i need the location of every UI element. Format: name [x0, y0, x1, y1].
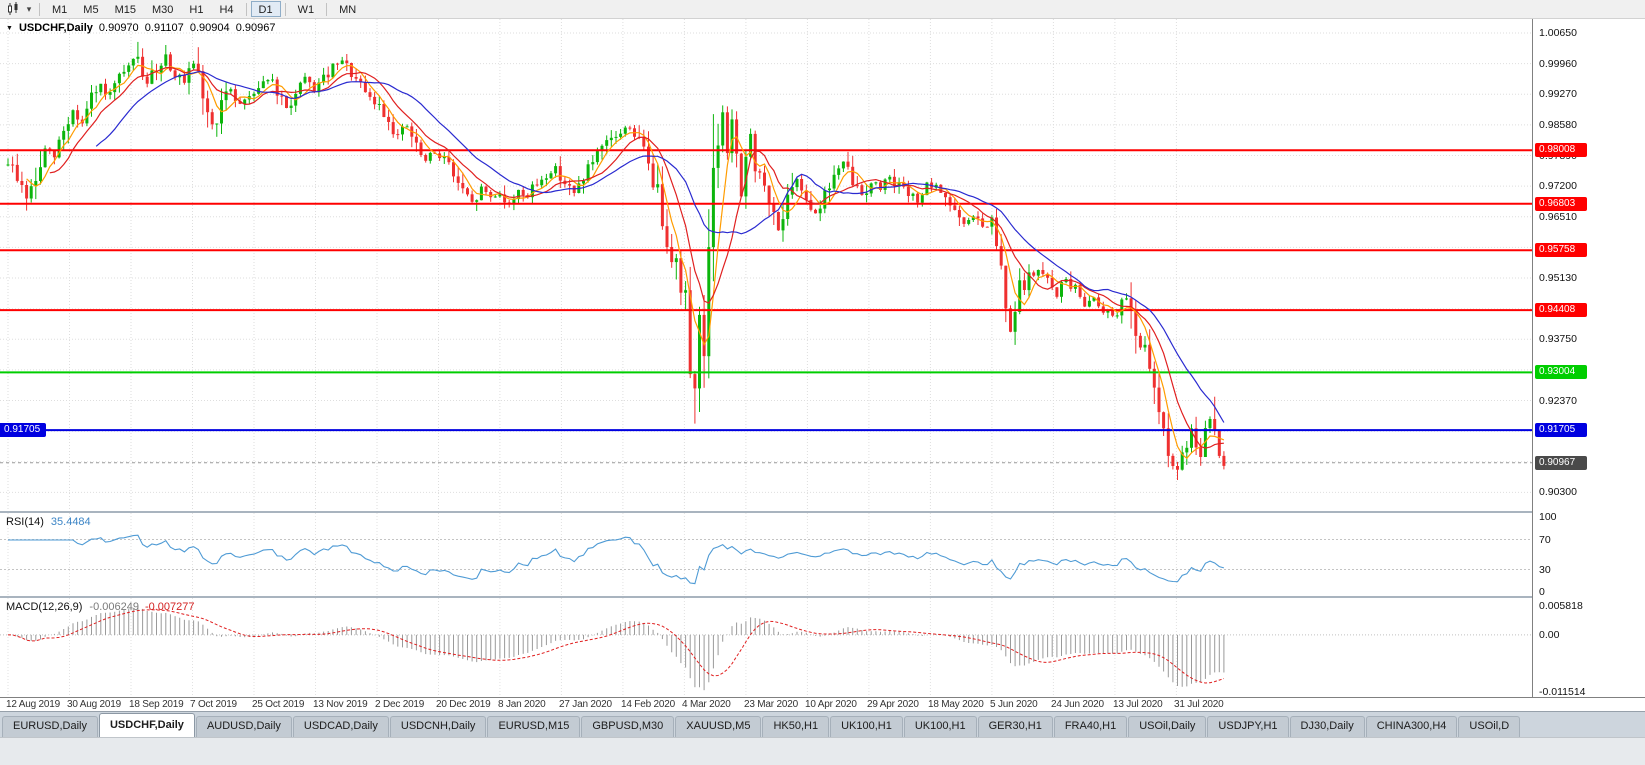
timeframe-button-mn[interactable]: MN [339, 4, 357, 16]
time-axis-label: 8 Jan 2020 [498, 699, 546, 710]
hline-price-badge: 0.94408 [1535, 303, 1587, 318]
hline-price-badge-left: 0.91705 [0, 423, 46, 438]
timeframe-button-m5[interactable]: M5 [83, 4, 99, 16]
chart-tab-ger30-h1[interactable]: GER30,H1 [977, 716, 1053, 737]
price-scale-tick: 0.99270 [1539, 88, 1577, 101]
time-axis-label: 12 Aug 2019 [6, 699, 60, 710]
hline-price-badge: 0.91705 [1535, 423, 1587, 438]
chart-tab-audusd-daily[interactable]: AUDUSD,Daily [195, 716, 292, 737]
chart-tab-uk100-h1[interactable]: UK100,H1 [903, 716, 977, 737]
chart-type-dropdown-caret-icon[interactable]: ▾ [26, 3, 32, 14]
chart-tab-hk50-h1[interactable]: HK50,H1 [762, 716, 830, 737]
time-axis-label: 30 Aug 2019 [67, 699, 121, 710]
price-scale-tick: 0.92370 [1539, 394, 1577, 407]
time-axis-label: 14 Feb 2020 [621, 699, 675, 710]
hline-price-badge: 0.98008 [1535, 143, 1587, 158]
main-price-chart[interactable] [0, 19, 1532, 511]
rsi-scale-tick: 30 [1539, 563, 1551, 576]
macd-scale-tick: 0.005818 [1539, 600, 1583, 612]
time-axis-label: 7 Oct 2019 [190, 699, 237, 710]
chart-tab-usoil-daily[interactable]: USOil,Daily [1128, 716, 1207, 737]
price-scale-tick: 0.97200 [1539, 180, 1577, 193]
hline-price-badge: 0.96803 [1535, 196, 1587, 211]
time-axis-label: 20 Dec 2019 [436, 699, 491, 710]
time-axis-label: 18 May 2020 [928, 699, 984, 710]
timeframe-toolbar: ▾ M1 M5 M15 M30 H1 H4 D1 W1 MN [0, 0, 1645, 19]
timeframe-button-m1[interactable]: M1 [52, 4, 68, 16]
macd-scale-tick: 0.00 [1539, 628, 1560, 641]
chart-tab-xauusd-m5[interactable]: XAUUSD,M5 [675, 716, 762, 737]
timeframe-button-m15[interactable]: M15 [114, 4, 136, 16]
time-axis-label: 10 Apr 2020 [805, 699, 857, 710]
time-axis-label: 4 Mar 2020 [682, 699, 731, 710]
toolbar-separator [245, 2, 247, 16]
panel-splitter[interactable] [0, 511, 1645, 513]
chart-tab-dj30-daily[interactable]: DJ30,Daily [1289, 716, 1365, 737]
chart-tab-uk100-h1[interactable]: UK100,H1 [830, 716, 903, 737]
time-axis-label: 24 Jun 2020 [1051, 699, 1104, 710]
chart-tab-china300-h4[interactable]: CHINA300,H4 [1365, 716, 1458, 737]
chart-tab-usdchf-daily[interactable]: USDCHF,Daily [98, 713, 195, 737]
candlestick-chart-icon[interactable] [3, 1, 23, 17]
timeframe-button-m30[interactable]: M30 [151, 4, 174, 16]
toolbar-separator [39, 2, 40, 16]
time-axis-label: 27 Jan 2020 [559, 699, 612, 710]
timeframe-button-h1[interactable]: H1 [189, 4, 204, 16]
timeframe-button-d1[interactable]: D1 [250, 1, 281, 17]
rsi-scale-tick: 0 [1539, 586, 1545, 598]
panel-splitter[interactable] [0, 596, 1645, 598]
time-axis-label: 18 Sep 2019 [129, 699, 184, 710]
chart-tab-fra40-h1[interactable]: FRA40,H1 [1053, 716, 1128, 737]
chart-tab-eurusd-m15[interactable]: EURUSD,M15 [487, 716, 581, 737]
chart-tab-usdcnh-daily[interactable]: USDCNH,Daily [389, 716, 487, 737]
chart-tab-usdcad-daily[interactable]: USDCAD,Daily [292, 716, 389, 737]
rsi-scale-tick: 100 [1539, 511, 1557, 523]
timeframe-button-w1[interactable]: W1 [297, 4, 315, 16]
macd-scale-tick: -0.011514 [1539, 686, 1586, 698]
time-axis[interactable]: 12 Aug 2019 30 Aug 2019 18 Sep 2019 7 Oct 2… [0, 697, 1645, 711]
chart-tab-usdjpy-h1[interactable]: USDJPY,H1 [1207, 716, 1289, 737]
timeframe-buttons-group: M1 M5 M15 M30 H1 H4 D1 W1 MN [44, 1, 364, 17]
price-scale-tick: 0.98580 [1539, 118, 1577, 131]
price-scale-tick: 0.96510 [1539, 210, 1577, 223]
time-axis-label: 29 Apr 2020 [867, 699, 919, 710]
toolbar-separator [326, 2, 328, 16]
rsi-indicator-panel[interactable] [0, 513, 1532, 596]
price-scale[interactable]: 1.006500.999600.992700.985800.978900.972… [1532, 19, 1645, 698]
chart-tab-eurusd-daily[interactable]: EURUSD,Daily [2, 716, 98, 737]
status-bar [0, 737, 1645, 765]
chart-tab-gbpusd-m30[interactable]: GBPUSD,M30 [581, 716, 675, 737]
rsi-scale-tick: 70 [1539, 533, 1551, 546]
time-axis-label: 13 Nov 2019 [313, 699, 368, 710]
time-axis-label: 31 Jul 2020 [1174, 699, 1224, 710]
timeframe-button-h4[interactable]: H4 [219, 4, 234, 16]
hline-price-badge: 0.93004 [1535, 365, 1587, 380]
price-scale-tick: 0.95130 [1539, 272, 1577, 285]
toolbar-separator [284, 2, 286, 16]
hline-price-badge: 0.95758 [1535, 243, 1587, 258]
price-scale-tick: 0.90300 [1539, 486, 1577, 499]
price-scale-tick: 1.00650 [1539, 27, 1577, 39]
chart-tab-usoil-d[interactable]: USOil,D [1458, 716, 1521, 737]
price-scale-tick: 0.99960 [1539, 57, 1577, 70]
price-scale-tick: 0.93750 [1539, 333, 1577, 346]
current-price-badge: 0.90967 [1535, 455, 1587, 470]
time-axis-label: 13 Jul 2020 [1113, 699, 1163, 710]
time-axis-label: 25 Oct 2019 [252, 699, 305, 710]
time-axis-label: 2 Dec 2019 [375, 699, 425, 710]
time-axis-label: 23 Mar 2020 [744, 699, 798, 710]
macd-indicator-panel[interactable] [0, 598, 1532, 697]
time-axis-label: 5 Jun 2020 [990, 699, 1038, 710]
chart-tabs-bar: EURUSD,Daily USDCHF,Daily AUDUSD,Daily USDC… [0, 711, 1645, 737]
